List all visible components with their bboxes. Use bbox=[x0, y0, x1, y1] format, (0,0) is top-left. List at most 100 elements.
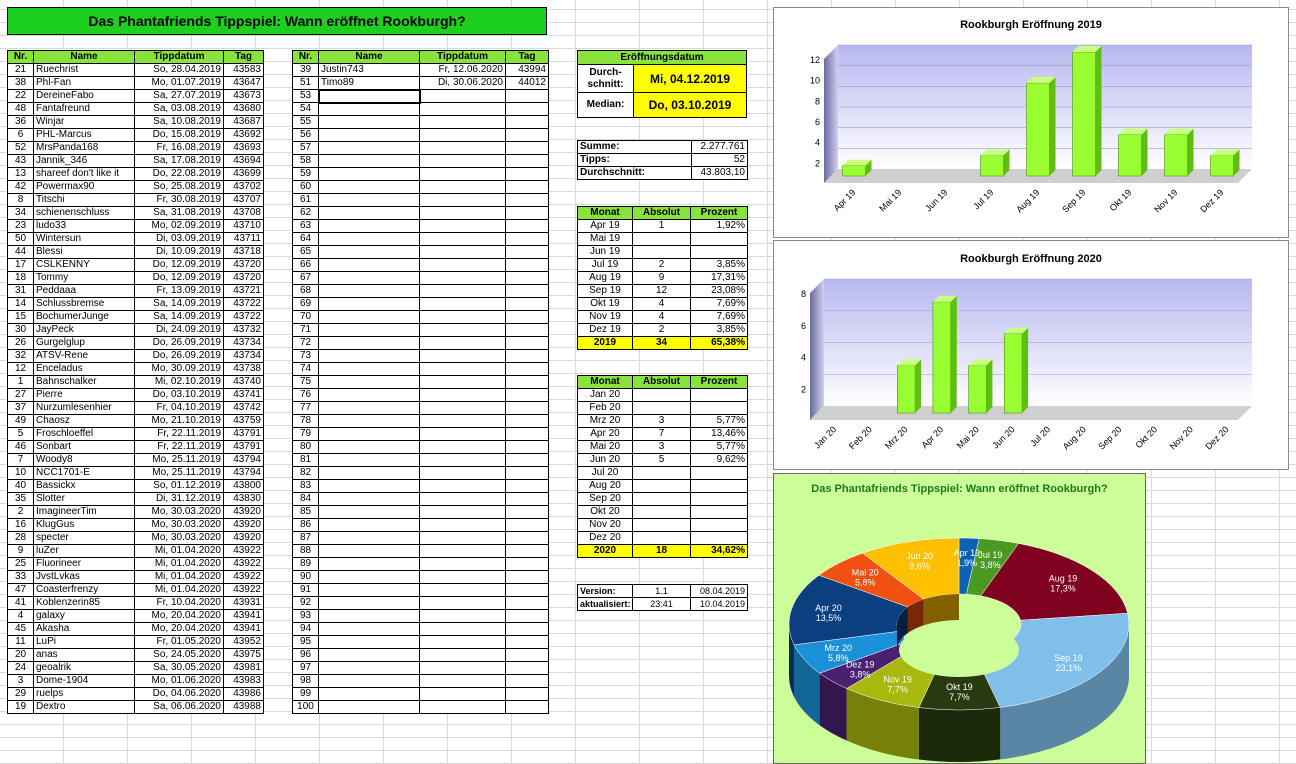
cell-nr[interactable]: 87 bbox=[292, 531, 319, 545]
cell-percent[interactable] bbox=[690, 466, 748, 480]
cell-tag[interactable] bbox=[505, 349, 549, 363]
cell-date[interactable] bbox=[419, 167, 506, 181]
cell-name[interactable] bbox=[318, 635, 420, 649]
cell-tag[interactable] bbox=[505, 375, 549, 389]
cell-date[interactable] bbox=[419, 232, 506, 246]
cell-tag[interactable]: 43742 bbox=[223, 401, 264, 415]
cell-nr[interactable]: 29 bbox=[7, 687, 34, 701]
cell-name[interactable] bbox=[318, 180, 420, 194]
cell-name[interactable] bbox=[318, 583, 420, 597]
cell-date[interactable] bbox=[419, 700, 506, 714]
cell-tag[interactable]: 43710 bbox=[223, 219, 264, 233]
cell-nr[interactable]: 65 bbox=[292, 245, 319, 259]
version-value[interactable]: 1.1 bbox=[632, 584, 691, 598]
cell-name[interactable]: Fantafreund bbox=[33, 102, 135, 116]
cell-nr[interactable]: 96 bbox=[292, 648, 319, 662]
cell-date[interactable]: Mo, 21.10.2019 bbox=[134, 414, 224, 428]
cell-tag[interactable]: 43741 bbox=[223, 388, 264, 402]
cell-date[interactable]: Di, 03.09.2019 bbox=[134, 232, 224, 246]
cell-date[interactable] bbox=[419, 323, 506, 337]
cell-absolute[interactable] bbox=[632, 479, 691, 493]
cell-nr[interactable]: 7 bbox=[7, 453, 34, 467]
cell-tag[interactable]: 43699 bbox=[223, 167, 264, 181]
cell-name[interactable]: Wintersun bbox=[33, 232, 135, 246]
cell-name[interactable] bbox=[318, 518, 420, 532]
cell-date[interactable] bbox=[419, 349, 506, 363]
cell-name[interactable]: Blessi bbox=[33, 245, 135, 259]
cell-absolute[interactable] bbox=[632, 518, 691, 532]
cell-date[interactable]: Fr, 10.04.2020 bbox=[134, 596, 224, 610]
cell-nr[interactable]: 82 bbox=[292, 466, 319, 480]
cell-absolute[interactable] bbox=[632, 388, 691, 402]
cell-date[interactable]: Mo, 01.06.2020 bbox=[134, 674, 224, 688]
cell-nr[interactable]: 26 bbox=[7, 336, 34, 350]
cell-nr[interactable]: 58 bbox=[292, 154, 319, 168]
cell-tag[interactable] bbox=[505, 466, 549, 480]
cell-nr[interactable]: 47 bbox=[7, 583, 34, 597]
cell-nr[interactable]: 80 bbox=[292, 440, 319, 454]
cell-nr[interactable]: 44 bbox=[7, 245, 34, 259]
cell-name[interactable]: Gurgelglup bbox=[33, 336, 135, 350]
cell-tag[interactable]: 43922 bbox=[223, 570, 264, 584]
cell-tag[interactable]: 43738 bbox=[223, 362, 264, 376]
cell-percent[interactable] bbox=[690, 245, 748, 259]
cell-date[interactable]: Mo, 25.11.2019 bbox=[134, 466, 224, 480]
cell-name[interactable] bbox=[318, 193, 420, 207]
cell-name[interactable]: Slotter bbox=[33, 492, 135, 506]
cell-date[interactable]: Mi, 01.04.2020 bbox=[134, 583, 224, 597]
cell-date[interactable]: Di, 31.12.2019 bbox=[134, 492, 224, 506]
cell-name[interactable]: ruelps bbox=[33, 687, 135, 701]
cell-name[interactable]: Justin743 bbox=[318, 63, 420, 77]
summary-value[interactable]: 43.803,10 bbox=[691, 166, 748, 180]
cell-name[interactable]: Fluorineer bbox=[33, 557, 135, 571]
cell-name[interactable] bbox=[318, 115, 420, 129]
cell-absolute[interactable] bbox=[632, 492, 691, 506]
cell-nr[interactable]: 54 bbox=[292, 102, 319, 116]
cell-date[interactable]: Sa, 31.08.2019 bbox=[134, 206, 224, 220]
cell-name[interactable]: DereineFabo bbox=[33, 89, 135, 103]
cell-name[interactable] bbox=[318, 687, 420, 701]
cell-month[interactable]: Jul 20 bbox=[577, 466, 633, 480]
cell-nr[interactable]: 12 bbox=[7, 362, 34, 376]
version-date[interactable]: 08.04.2019 bbox=[690, 584, 748, 598]
cell-name[interactable]: Nurzumlesenhier bbox=[33, 401, 135, 415]
bar[interactable] bbox=[1072, 51, 1096, 177]
cell-date[interactable] bbox=[419, 180, 506, 194]
version-value[interactable]: 23:41 bbox=[632, 597, 691, 611]
cell-absolute[interactable]: 4 bbox=[632, 297, 691, 311]
cell-date[interactable]: Fr, 12.06.2020 bbox=[419, 63, 506, 77]
cell-nr[interactable]: 28 bbox=[7, 531, 34, 545]
cell-month[interactable]: Okt 20 bbox=[577, 505, 633, 519]
cell-name[interactable]: Peddaaa bbox=[33, 284, 135, 298]
cell-date[interactable]: Fr, 13.09.2019 bbox=[134, 284, 224, 298]
median-value[interactable]: Do, 03.10.2019 bbox=[634, 93, 746, 117]
cell-tag[interactable] bbox=[505, 115, 549, 129]
cell-name[interactable]: Bahnschalker bbox=[33, 375, 135, 389]
cell-name[interactable] bbox=[318, 661, 420, 675]
cell-name[interactable] bbox=[318, 258, 420, 272]
cell-nr[interactable]: 56 bbox=[292, 128, 319, 142]
cell-date[interactable] bbox=[419, 570, 506, 584]
cell-date[interactable]: So, 01.12.2019 bbox=[134, 479, 224, 493]
cell-tag[interactable] bbox=[505, 609, 549, 623]
cell-absolute[interactable]: 12 bbox=[632, 284, 691, 298]
cell-date[interactable]: So, 28.04.2019 bbox=[134, 63, 224, 77]
bar[interactable] bbox=[897, 365, 916, 414]
cell-name[interactable]: Winjar bbox=[33, 115, 135, 129]
cell-date[interactable]: Mi, 01.04.2020 bbox=[134, 557, 224, 571]
cell-name[interactable]: KlugGus bbox=[33, 518, 135, 532]
cell-name[interactable] bbox=[318, 648, 420, 662]
bar[interactable] bbox=[968, 365, 987, 414]
cell-name[interactable]: Titschi bbox=[33, 193, 135, 207]
cell-date[interactable] bbox=[419, 310, 506, 324]
cell-tag[interactable] bbox=[505, 557, 549, 571]
cell-tag[interactable]: 43759 bbox=[223, 414, 264, 428]
cell-date[interactable]: Sa, 10.08.2019 bbox=[134, 115, 224, 129]
cell-date[interactable]: Di, 10.09.2019 bbox=[134, 245, 224, 259]
cell-nr[interactable]: 78 bbox=[292, 414, 319, 428]
cell-absolute[interactable] bbox=[632, 466, 691, 480]
cell-tag[interactable] bbox=[505, 284, 549, 298]
cell-nr[interactable]: 50 bbox=[7, 232, 34, 246]
chart-2019[interactable]: Rookburgh Eröffnung 2019 2 4 6 8 10 12 Apr 19 M… bbox=[773, 7, 1289, 238]
cell-name[interactable]: Jannik_346 bbox=[33, 154, 135, 168]
